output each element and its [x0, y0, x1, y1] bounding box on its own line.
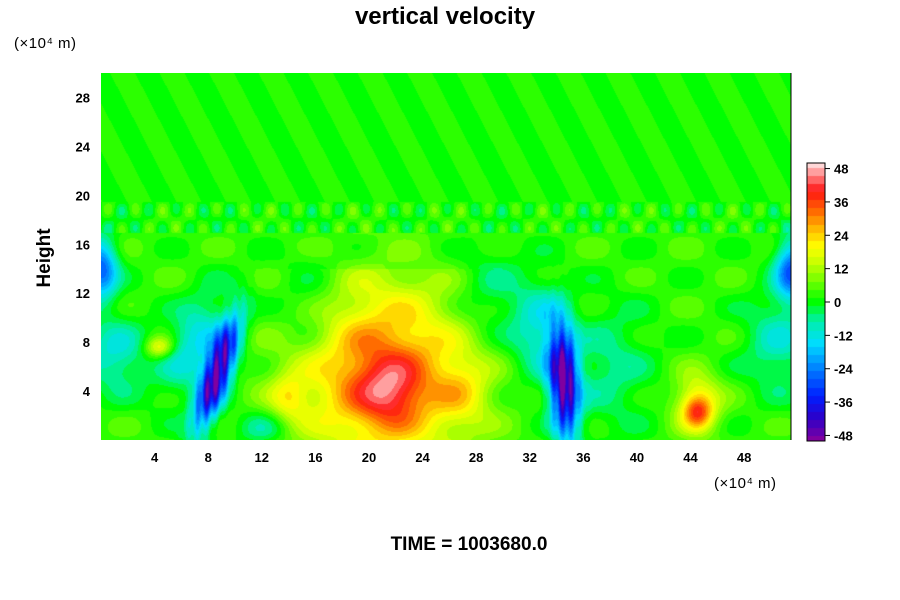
- plot-area: [101, 73, 791, 440]
- y-tick-label: 24: [76, 139, 91, 154]
- y-tick-label: 12: [76, 286, 90, 301]
- colorbar-tick-label: -36: [834, 395, 853, 410]
- x-tick-label: 20: [362, 450, 376, 465]
- colorbar-tick-label: 0: [834, 295, 841, 310]
- y-tick-label: 4: [83, 384, 91, 399]
- x-axis-ticks: 4 8 12 16 20 24 28 32 36 40 44 48: [151, 450, 751, 465]
- y-tick-label: 8: [83, 335, 90, 350]
- x-tick-label: 4: [151, 450, 159, 465]
- x-tick-label: 8: [205, 450, 212, 465]
- colorbar-tick-label: 24: [834, 228, 849, 243]
- velocity-field: [101, 73, 791, 440]
- x-tick-label: 36: [576, 450, 590, 465]
- colorbar-tick-label: 48: [834, 162, 848, 177]
- x-tick-label: 12: [255, 450, 269, 465]
- x-tick-label: 40: [630, 450, 644, 465]
- colorbar-tick-label: 12: [834, 262, 848, 277]
- colorbar-tick-label: -24: [834, 362, 854, 377]
- x-tick-label: 16: [308, 450, 322, 465]
- time-annotation: TIME = 1003680.0: [391, 534, 548, 555]
- colorbar-tick-label: 36: [834, 195, 848, 210]
- colorbar: [807, 163, 825, 441]
- chart-title: vertical velocity: [355, 3, 536, 30]
- x-tick-label: 48: [737, 450, 751, 465]
- y-tick-label: 28: [76, 90, 90, 105]
- colorbar-ticks: 48 36 24 12 0 -12 -24 -36 -48: [825, 162, 854, 443]
- y-axis-ticks: 4 8 12 16 20 24 28: [76, 90, 91, 399]
- colorbar-scale: [807, 163, 825, 441]
- colorbar-tick-label: -48: [834, 428, 853, 443]
- x-tick-label: 24: [415, 450, 430, 465]
- x-tick-label: 28: [469, 450, 483, 465]
- x-unit-label: (×10⁴ m): [714, 475, 777, 492]
- y-axis-label: Height: [34, 228, 55, 288]
- x-tick-label: 32: [523, 450, 537, 465]
- y-unit-label: (×10⁴ m): [14, 35, 77, 52]
- y-tick-label: 16: [76, 237, 90, 252]
- colorbar-tick-label: -12: [834, 328, 853, 343]
- x-tick-label: 44: [683, 450, 698, 465]
- y-tick-label: 20: [76, 188, 90, 203]
